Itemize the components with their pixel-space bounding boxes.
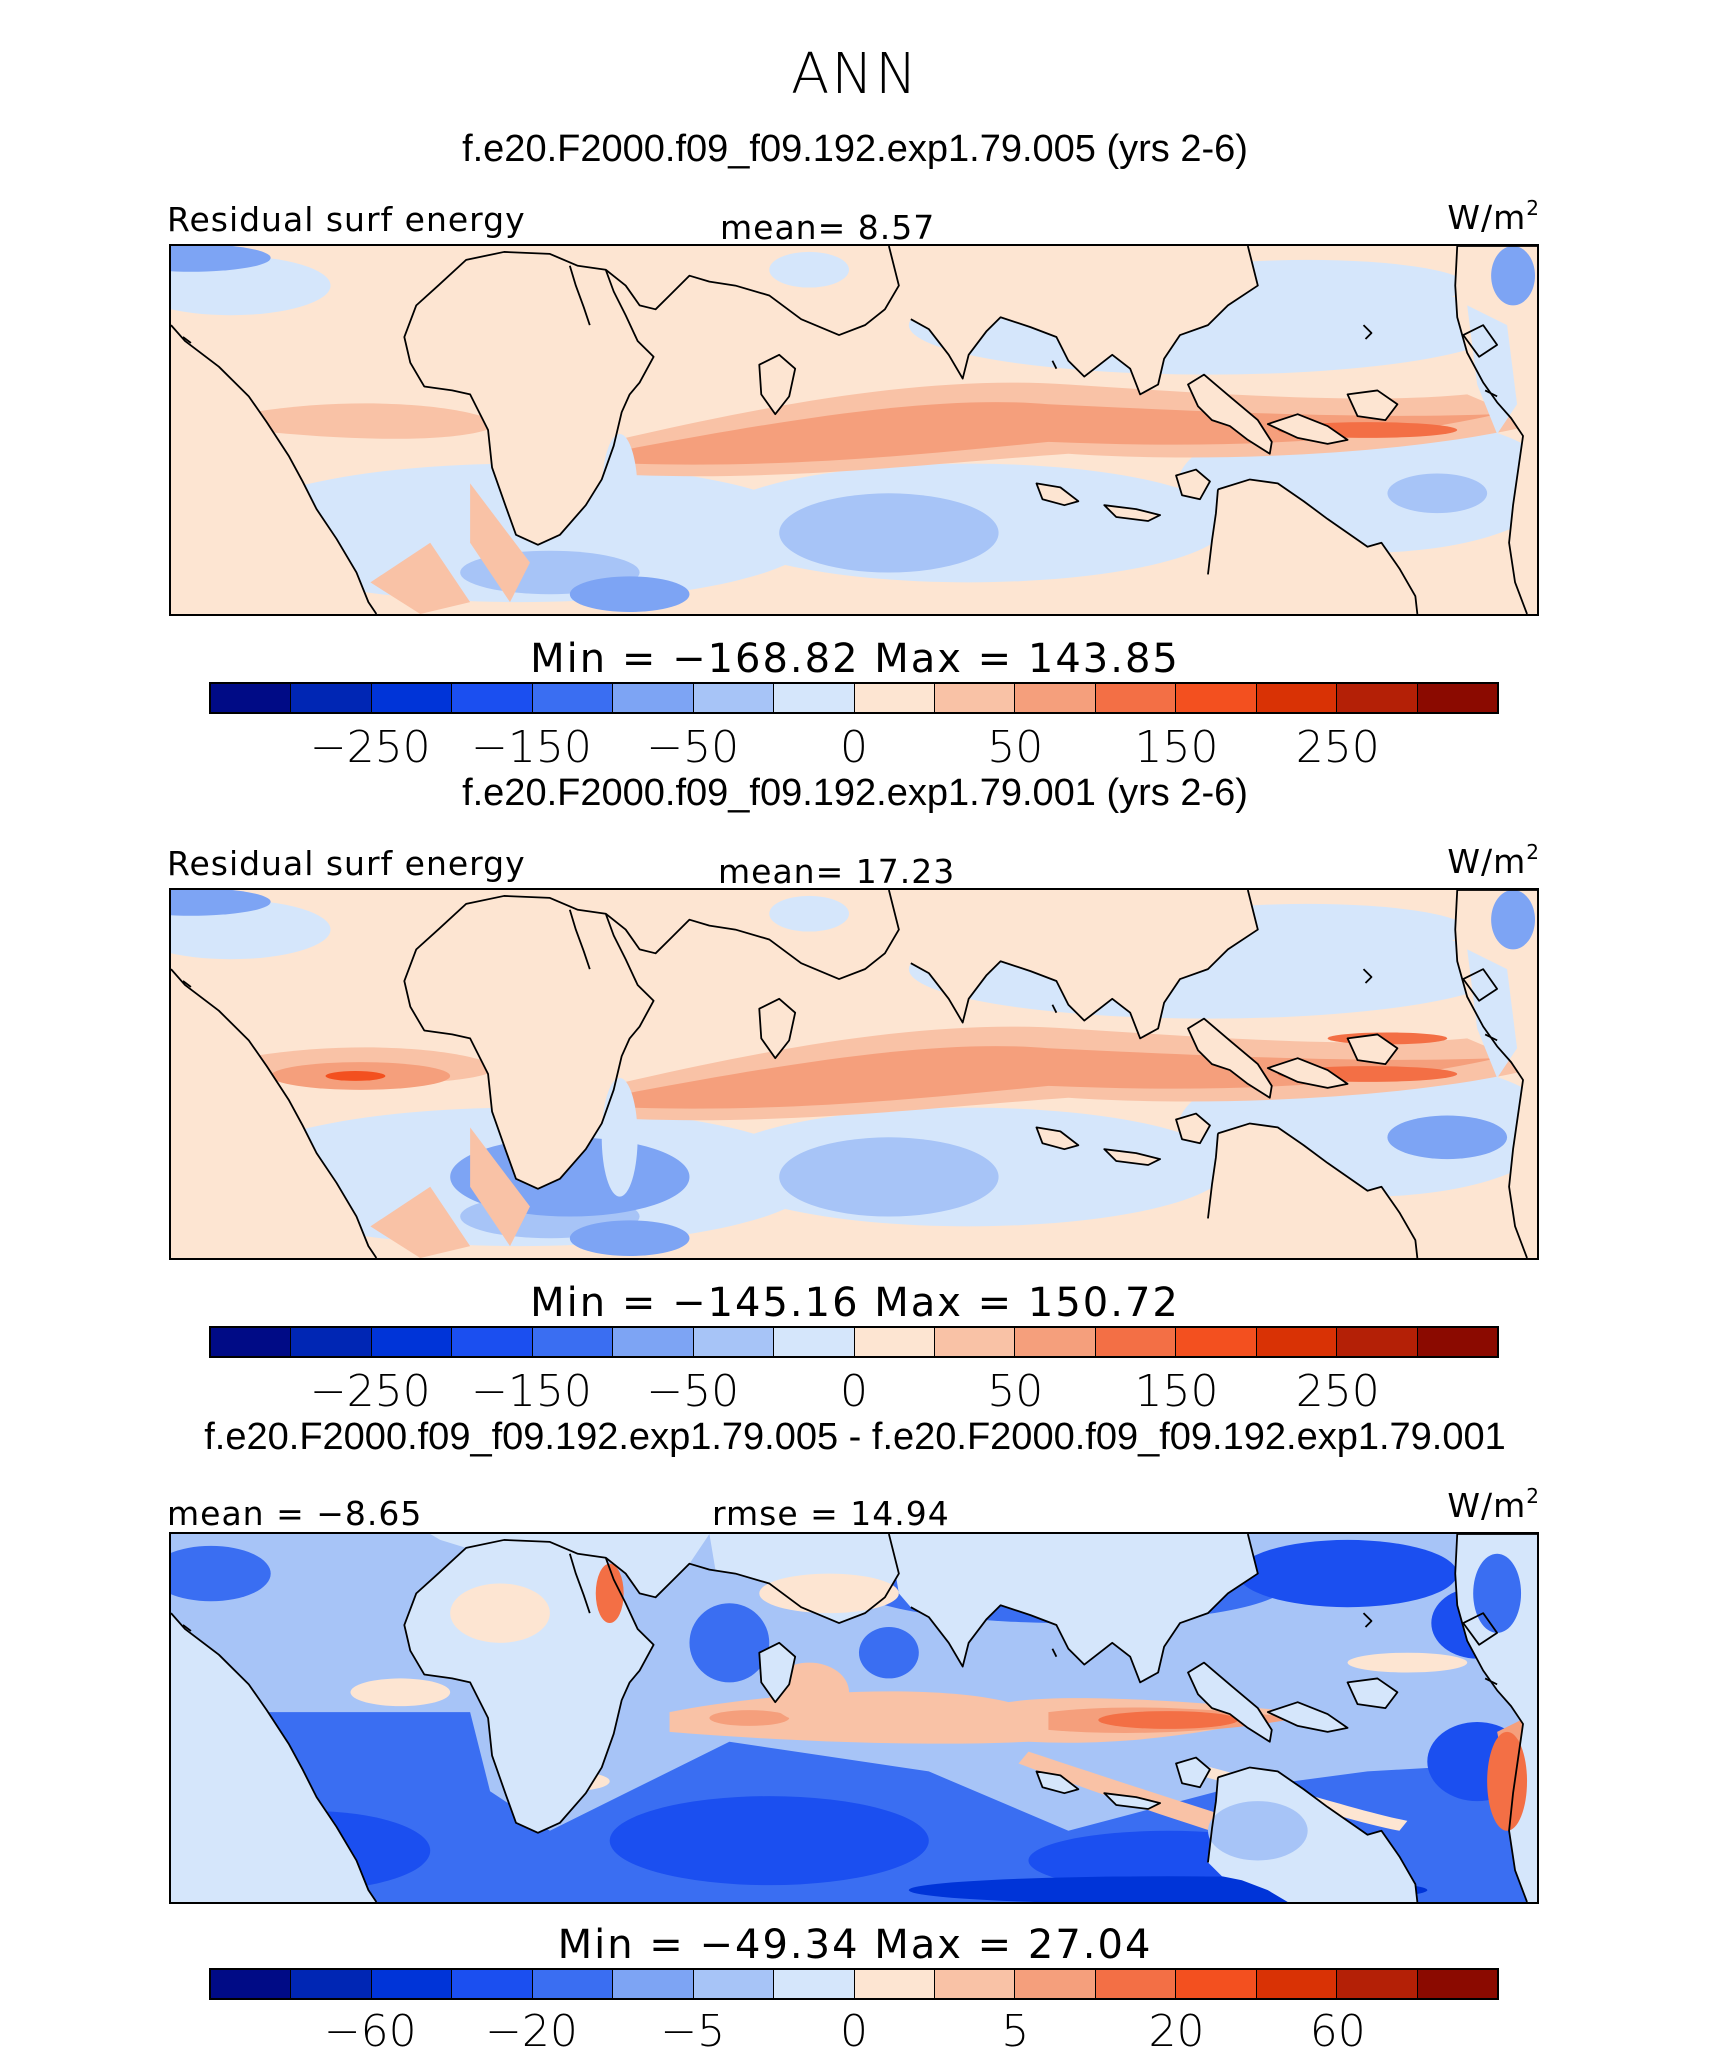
map-canvas: [171, 1534, 1537, 1902]
colorbar-swatch: [934, 1328, 1016, 1356]
panel-2-units: W/m2: [1447, 840, 1540, 881]
coastlines: [171, 890, 1537, 1258]
colorbar-tick-label: 5: [1001, 2006, 1030, 2057]
colorbar-swatch: [613, 1328, 694, 1356]
panel-3-units: W/m2: [1447, 1484, 1540, 1525]
colorbar-swatch: [774, 684, 855, 712]
panel-3-rmse-label: rmse = 14.94: [712, 1494, 950, 1533]
panel-2-map: [169, 888, 1539, 1260]
colorbar-swatch: [1337, 684, 1418, 712]
colorbar-tick-label: 60: [1309, 2006, 1366, 2057]
colorbar-tick-label: 50: [987, 1366, 1044, 1417]
colorbar-swatch: [854, 684, 935, 712]
colorbar-swatch: [1417, 1328, 1497, 1356]
colorbar-tick-label: −50: [646, 1366, 740, 1417]
colorbar-swatch: [1015, 1328, 1096, 1356]
map-canvas: [171, 246, 1537, 614]
colorbar-tick-label: 150: [1134, 722, 1219, 773]
colorbar-swatch: [613, 684, 694, 712]
colorbar-swatch: [1337, 1970, 1418, 1998]
colorbar-tick-label: −5: [660, 2006, 726, 2057]
colorbar-swatch: [532, 684, 614, 712]
colorbar-swatch: [1015, 1970, 1096, 1998]
panel-1-colorbar: [209, 682, 1499, 714]
panel-1-map: [169, 244, 1539, 616]
panel-2-variable-label: Residual surf energy: [167, 844, 526, 883]
colorbar-swatch: [1176, 1970, 1257, 1998]
colorbar-swatch: [1256, 1970, 1338, 1998]
colorbar-swatch: [1095, 684, 1177, 712]
colorbar-tick-label: 150: [1134, 1366, 1219, 1417]
colorbar-swatch: [774, 1970, 855, 1998]
colorbar-swatch: [291, 684, 372, 712]
map-canvas: [171, 890, 1537, 1258]
colorbar-swatch: [532, 1328, 614, 1356]
colorbar-swatch: [1095, 1970, 1177, 1998]
coastlines: [171, 246, 1537, 614]
colorbar-swatch: [452, 1328, 533, 1356]
panel-2-colorbar: [209, 1326, 1499, 1358]
colorbar-tick-label: −250: [309, 1366, 431, 1417]
colorbar-swatch: [211, 684, 292, 712]
colorbar-swatch: [774, 1328, 855, 1356]
colorbar-tick-label: −150: [471, 722, 592, 773]
panel-1-variable-label: Residual surf energy: [167, 200, 526, 239]
colorbar-swatch: [211, 1328, 292, 1356]
colorbar-tick-label: 250: [1295, 722, 1380, 773]
panel-1-minmax: Min = −168.82 Max = 143.85: [530, 636, 1180, 682]
colorbar-swatch: [934, 684, 1016, 712]
panel-3-mean-label: mean = −8.65: [167, 1494, 423, 1533]
colorbar-tick-label: 50: [987, 722, 1044, 773]
colorbar-tick-label: −50: [646, 722, 740, 773]
colorbar-swatch: [854, 1328, 935, 1356]
colorbar-tick-label: −150: [471, 1366, 592, 1417]
panel-1-units: W/m2: [1447, 196, 1540, 237]
colorbar-swatch: [1176, 684, 1257, 712]
colorbar-tick-label: 250: [1295, 1366, 1380, 1417]
figure-title: ANN: [790, 42, 920, 107]
colorbar-tick-label: −250: [309, 722, 431, 773]
colorbar-tick-label: 0: [840, 1366, 868, 1417]
colorbar-swatch: [211, 1970, 292, 1998]
colorbar-swatch: [452, 684, 533, 712]
panel-2-case-title: f.e20.F2000.f09_f09.192.exp1.79.001 (yrs…: [462, 772, 1248, 814]
coastlines: [171, 1534, 1537, 1902]
colorbar-swatch: [693, 684, 775, 712]
colorbar-swatch: [693, 1328, 775, 1356]
colorbar-swatch: [854, 1970, 935, 1998]
colorbar-swatch: [1417, 1970, 1497, 1998]
panel-3-colorbar: [209, 1968, 1499, 2000]
colorbar-swatch: [371, 684, 453, 712]
colorbar-swatch: [532, 1970, 614, 1998]
colorbar-tick-label: −60: [323, 2006, 417, 2057]
panel-2-minmax: Min = −145.16 Max = 150.72: [530, 1280, 1180, 1326]
colorbar-swatch: [1095, 1328, 1177, 1356]
colorbar-swatch: [1337, 1328, 1418, 1356]
colorbar-swatch: [613, 1970, 694, 1998]
panel-1-mean-label: mean= 8.57: [720, 208, 936, 247]
colorbar-swatch: [291, 1328, 372, 1356]
colorbar-tick-label: 0: [840, 722, 868, 773]
colorbar-swatch: [693, 1970, 775, 1998]
colorbar-swatch: [371, 1970, 453, 1998]
colorbar-swatch: [452, 1970, 533, 1998]
colorbar-swatch: [934, 1970, 1016, 1998]
colorbar-swatch: [1176, 1328, 1257, 1356]
colorbar-tick-label: 20: [1148, 2006, 1205, 2057]
panel-3-case-title: f.e20.F2000.f09_f09.192.exp1.79.005 - f.…: [204, 1416, 1506, 1458]
panel-1-case-title: f.e20.F2000.f09_f09.192.exp1.79.005 (yrs…: [462, 128, 1248, 170]
panel-3-map: [169, 1532, 1539, 1904]
colorbar-swatch: [371, 1328, 453, 1356]
colorbar-swatch: [1256, 684, 1338, 712]
colorbar-tick-label: −20: [485, 2006, 578, 2057]
colorbar-swatch: [291, 1970, 372, 1998]
colorbar-swatch: [1015, 684, 1096, 712]
colorbar-tick-label: 0: [840, 2006, 868, 2057]
panel-2-mean-label: mean= 17.23: [718, 852, 956, 891]
panel-3-minmax: Min = −49.34 Max = 27.04: [557, 1922, 1153, 1968]
colorbar-swatch: [1256, 1328, 1338, 1356]
colorbar-swatch: [1417, 684, 1497, 712]
